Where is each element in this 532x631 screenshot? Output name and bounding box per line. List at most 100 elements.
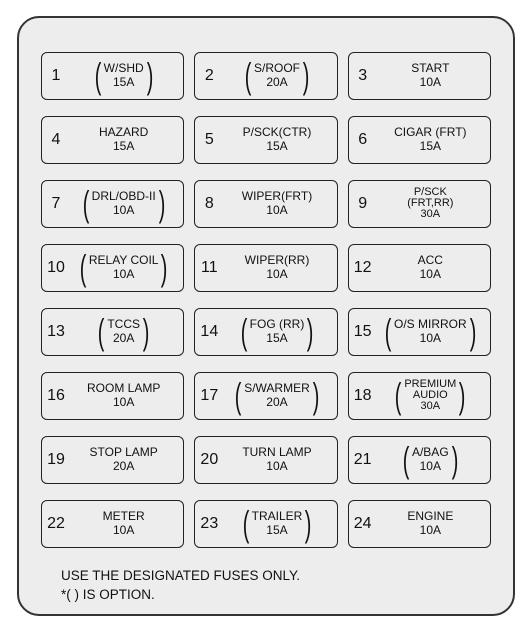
fuse-body: (PREMIUMAUDIO30A) <box>375 373 486 419</box>
paren-close-icon: ) <box>305 506 312 542</box>
fuse-body: (STOP LAMP20A) <box>68 437 179 483</box>
fuse-label-text: S/WARMER <box>244 382 310 396</box>
fuse-11: 11(WIPER(RR)10A) <box>194 244 337 292</box>
fuse-label-text: WIPER(FRT) <box>242 190 312 204</box>
fuse-number: 14 <box>197 323 221 341</box>
fuse-number: 10 <box>44 259 68 277</box>
fuse-14: 14(FOG (RR)15A) <box>194 308 337 356</box>
fuse-label: P/SCK(FRT,RR)30A <box>407 187 453 220</box>
paren-open-icon: ( <box>82 186 89 222</box>
fuse-body: (P/SCK(FRT,RR)30A) <box>375 181 486 227</box>
fuse-1: 1(W/SHD15A) <box>41 52 184 100</box>
paren-close-icon: ) <box>143 314 150 350</box>
fuse-label: ENGINE10A <box>407 510 453 538</box>
fuse-label: P/SCK(CTR)15A <box>243 126 312 154</box>
fuse-amp: 10A <box>242 460 311 474</box>
paren-open-icon: ( <box>94 58 101 94</box>
paren-open-icon: ( <box>403 442 410 478</box>
fuse-number: 9 <box>351 195 375 213</box>
paren-open-icon: ( <box>98 314 105 350</box>
fuse-amp: 20A <box>107 332 140 346</box>
fuse-label: STOP LAMP20A <box>90 446 158 474</box>
fuse-label: CIGAR (FRT)15A <box>394 126 466 154</box>
fuse-17: 17(S/WARMER20A) <box>194 372 337 420</box>
fuse-label-text: WIPER(RR) <box>245 254 310 268</box>
fuse-label-text: S/ROOF <box>254 62 300 76</box>
fuse-number: 4 <box>44 131 68 149</box>
fuse-label-text: P/SCK(CTR) <box>243 126 312 140</box>
note-line-1: USE THE DESIGNATED FUSES ONLY. <box>61 566 491 586</box>
fuse-amp: 10A <box>412 460 449 474</box>
fuse-number: 3 <box>351 67 375 85</box>
fuse-amp: 10A <box>242 204 312 218</box>
fuse-body: (FOG (RR)15A) <box>221 309 332 355</box>
fuse-body: (CIGAR (FRT)15A) <box>375 117 486 163</box>
fuse-number: 16 <box>44 387 68 405</box>
fuse-amp: 10A <box>411 76 449 90</box>
fuse-number: 13 <box>44 323 68 341</box>
paren-open-icon: ( <box>245 58 252 94</box>
fuse-8: 8(WIPER(FRT)10A) <box>194 180 337 228</box>
fuse-label-text: TCCS <box>107 318 140 332</box>
fuse-amp: 15A <box>104 76 144 90</box>
fuse-body: (TCCS20A) <box>68 309 179 355</box>
fuse-number: 20 <box>197 451 221 469</box>
fuse-label-text: DRL/OBD-II <box>92 190 156 204</box>
fuse-label-text: ROOM LAMP <box>87 382 160 396</box>
paren-close-icon: ) <box>307 314 314 350</box>
fuse-amp: 20A <box>90 460 158 474</box>
fuse-amp: 10A <box>245 268 310 282</box>
fuse-label: WIPER(RR)10A <box>245 254 310 282</box>
fuse-amp: 30A <box>407 209 453 220</box>
fuse-body: (S/ROOF20A) <box>221 53 332 99</box>
fuse-label: TURN LAMP10A <box>242 446 311 474</box>
fuse-panel: 1(W/SHD15A)2(S/ROOF20A)3(START10A)4(HAZA… <box>17 16 515 616</box>
fuse-amp: 15A <box>99 140 148 154</box>
fuse-body: (W/SHD15A) <box>68 53 179 99</box>
fuse-label-text: O/S MIRROR <box>394 318 467 332</box>
fuse-21: 21(A/BAG10A) <box>348 436 491 484</box>
fuse-label: S/ROOF20A <box>254 62 300 90</box>
fuse-label: WIPER(FRT)10A <box>242 190 312 218</box>
fuse-amp: 20A <box>254 76 300 90</box>
fuse-5: 5(P/SCK(CTR)15A) <box>194 116 337 164</box>
fuse-body: (TRAILER15A) <box>221 501 332 547</box>
fuse-label: A/BAG10A <box>412 446 449 474</box>
fuse-number: 6 <box>351 131 375 149</box>
fuse-label-text: TURN LAMP <box>242 446 311 460</box>
fuse-amp: 10A <box>92 204 156 218</box>
fuse-body: (WIPER(FRT)10A) <box>221 181 332 227</box>
fuse-label: FOG (RR)15A <box>250 318 305 346</box>
fuse-body: (RELAY COIL10A) <box>68 245 179 291</box>
fuse-label-text: HAZARD <box>99 126 148 140</box>
fuse-number: 12 <box>351 259 375 277</box>
fuse-label: HAZARD15A <box>99 126 148 154</box>
fuse-number: 17 <box>197 387 221 405</box>
fuse-label-text: W/SHD <box>104 62 144 76</box>
fuse-label-text: FOG (RR) <box>250 318 305 332</box>
fuse-number: 5 <box>197 131 221 149</box>
fuse-body: (METER10A) <box>68 501 179 547</box>
fuse-label: W/SHD15A <box>104 62 144 90</box>
fuse-22: 22(METER10A) <box>41 500 184 548</box>
fuse-number: 21 <box>351 451 375 469</box>
fuse-number: 7 <box>44 195 68 213</box>
paren-open-icon: ( <box>395 378 402 414</box>
fuse-label: START10A <box>411 62 449 90</box>
fuse-number: 24 <box>351 515 375 533</box>
fuse-label: PREMIUMAUDIO30A <box>404 379 456 412</box>
fuse-body: (A/BAG10A) <box>375 437 486 483</box>
fuse-body: (HAZARD15A) <box>68 117 179 163</box>
fuse-body: (DRL/OBD-II10A) <box>68 181 179 227</box>
fuse-body: (WIPER(RR)10A) <box>221 245 332 291</box>
paren-close-icon: ) <box>459 378 466 414</box>
fuse-body: (ACC10A) <box>375 245 486 291</box>
fuse-body: (S/WARMER20A) <box>221 373 332 419</box>
fuse-label-text: RELAY COIL <box>89 254 159 268</box>
fuse-number: 23 <box>197 515 221 533</box>
fuse-16: 16(ROOM LAMP10A) <box>41 372 184 420</box>
fuse-body: (O/S MIRROR10A) <box>375 309 486 355</box>
fuse-number: 19 <box>44 451 68 469</box>
fuse-amp: 20A <box>244 396 310 410</box>
fuse-label: ACC10A <box>418 254 443 282</box>
